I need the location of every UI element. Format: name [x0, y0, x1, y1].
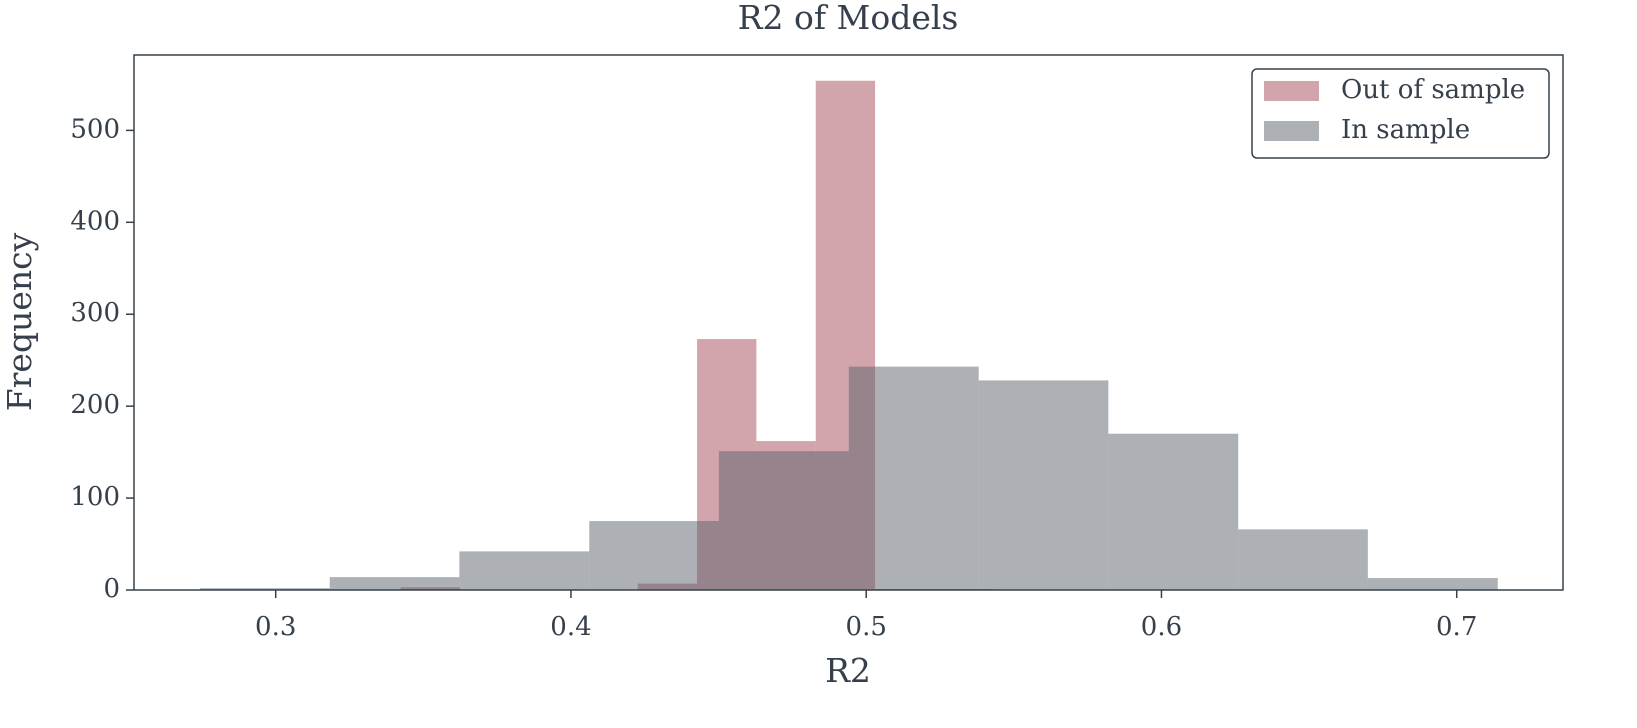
y-tick-label: 400 — [70, 206, 120, 236]
y-tick-label: 0 — [103, 574, 120, 604]
y-axis-label: Frequency — [0, 232, 39, 411]
y-tick-label: 300 — [70, 298, 120, 328]
x-tick-label: 0.3 — [255, 612, 296, 642]
y-tick-label: 100 — [70, 482, 120, 512]
histogram-bar — [718, 451, 849, 590]
x-tick-label: 0.4 — [550, 612, 591, 642]
x-axis-label: R2 — [825, 651, 871, 690]
plot-frame — [133, 54, 1564, 591]
histogram-bar — [459, 551, 590, 590]
histogram-bar — [978, 380, 1109, 590]
y-tick-label: 200 — [70, 390, 120, 420]
x-tick-label: 0.7 — [1436, 612, 1477, 642]
y-tick-label: 500 — [70, 114, 120, 144]
x-tick-label: 0.5 — [846, 612, 887, 642]
legend-box — [1251, 68, 1550, 159]
legend-swatch — [1264, 121, 1319, 141]
histogram-bar — [1108, 433, 1239, 590]
histogram-bar — [1238, 529, 1368, 590]
histogram-bar — [199, 588, 330, 590]
chart-title: R2 of Models — [738, 0, 959, 37]
histogram-bar — [329, 577, 460, 590]
histogram-bar — [1367, 578, 1498, 590]
legend-label: In sample — [1341, 115, 1470, 145]
x-tick-label: 0.6 — [1141, 612, 1182, 642]
legend-swatch — [1264, 81, 1319, 101]
histogram-bar — [848, 366, 979, 590]
legend-label: Out of sample — [1341, 75, 1525, 105]
histogram-bar — [589, 521, 719, 590]
